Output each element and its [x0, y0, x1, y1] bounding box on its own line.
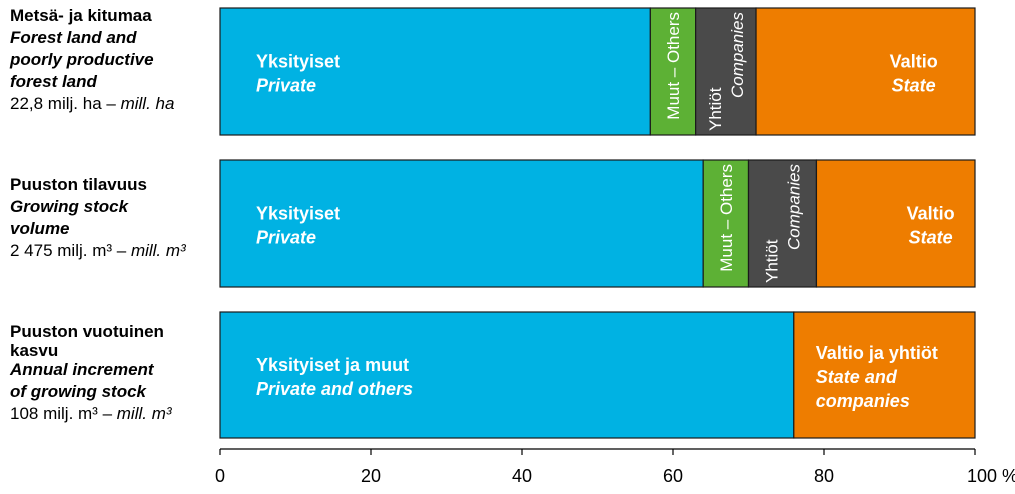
- bar-segment: [702, 159, 750, 288]
- row-label-en: forest land: [10, 72, 97, 91]
- bar-segment: [649, 7, 697, 136]
- row-label-en: volume: [10, 219, 70, 238]
- row-label-growing-stock: Puuston tilavuus Growing stock volume 2 …: [10, 174, 220, 262]
- segment-label-vertical: Muut – Others: [664, 12, 683, 120]
- segment-label-vertical: Muut – Others: [717, 164, 736, 272]
- x-axis: 0 20 40 60 80 100 %: [215, 448, 1015, 486]
- segment-label-en: State: [909, 228, 953, 248]
- row-label-fi: Puuston vuotuinen: [10, 322, 164, 341]
- segment-label-en: Private and others: [256, 379, 413, 399]
- segment-label-vertical: Yhtiöt: [706, 87, 725, 131]
- segment-label: Valtio: [890, 52, 938, 72]
- bar-segment: [747, 159, 818, 288]
- x-tick-label: 0: [215, 466, 225, 486]
- segment-label-en: Private: [256, 228, 316, 248]
- bar-segment-group: Yksityiset Private: [219, 159, 704, 288]
- x-tick-label: 20: [361, 466, 381, 486]
- row-label-fi: Metsä- ja kitumaa: [10, 6, 152, 25]
- row-label-en: Forest land and: [10, 28, 137, 47]
- bar-segment: [815, 159, 976, 288]
- segment-label-vertical: Yhtiöt: [762, 239, 781, 283]
- row-label-annual-increment: Puuston vuotuinen kasvu Annual increment…: [10, 321, 220, 425]
- bar-segment: [755, 7, 976, 136]
- row-label-fi: kasvu: [10, 341, 59, 360]
- segment-label: Valtio: [907, 204, 955, 224]
- row-label-en: Annual increment: [10, 360, 154, 379]
- segment-label: Yksityiset ja muut: [256, 355, 409, 375]
- segment-label-en: State and: [816, 367, 898, 387]
- bar-segment-group: Valtio State: [815, 159, 976, 288]
- bar-segment-group: Valtio ja yhtiöt State and companies: [793, 311, 976, 439]
- row-label-forest-land: Metsä- ja kitumaa Forest land and poorly…: [10, 5, 220, 115]
- row-total: 22,8 milj. ha – mill. ha: [10, 94, 175, 113]
- row-label-en: of growing stock: [10, 382, 146, 401]
- bar-segment-group: Yksityiset Private: [219, 7, 651, 136]
- segment-label-en: Private: [256, 76, 316, 96]
- bar-segment-group: Muut – Others: [702, 159, 750, 288]
- segment-label-vertical-en: Companies: [728, 12, 747, 98]
- bar-segment: [219, 311, 795, 439]
- bar-segment-group: Valtio State: [755, 7, 976, 136]
- segment-label-en: State: [892, 76, 936, 96]
- segment-label-en: companies: [816, 391, 910, 411]
- segment-label: Yksityiset: [256, 52, 340, 72]
- x-tick-label: 100 %: [967, 466, 1015, 486]
- bar-segment: [793, 311, 976, 439]
- bar-segment-group: Yksityiset ja muut Private and others: [219, 311, 795, 439]
- row-label-en: poorly productive: [10, 50, 154, 69]
- row-label-en: Growing stock: [10, 197, 129, 216]
- segment-label-vertical-en: Companies: [784, 164, 803, 250]
- row-total: 2 475 milj. m³ – mill. m³: [10, 241, 186, 260]
- x-tick-label: 40: [512, 466, 532, 486]
- row-total: 108 milj. m³ – mill. m³: [10, 404, 172, 423]
- x-tick-label: 60: [663, 466, 683, 486]
- segment-label: Yksityiset: [256, 204, 340, 224]
- bar-segment-group: Muut – Others: [649, 7, 697, 136]
- x-tick-label: 80: [814, 466, 834, 486]
- segment-label: Valtio ja yhtiöt: [816, 343, 938, 363]
- bar-segment: [219, 159, 704, 288]
- row-label-fi: Puuston tilavuus: [10, 175, 147, 194]
- bar-segment: [695, 7, 757, 136]
- bar-segment: [219, 7, 651, 136]
